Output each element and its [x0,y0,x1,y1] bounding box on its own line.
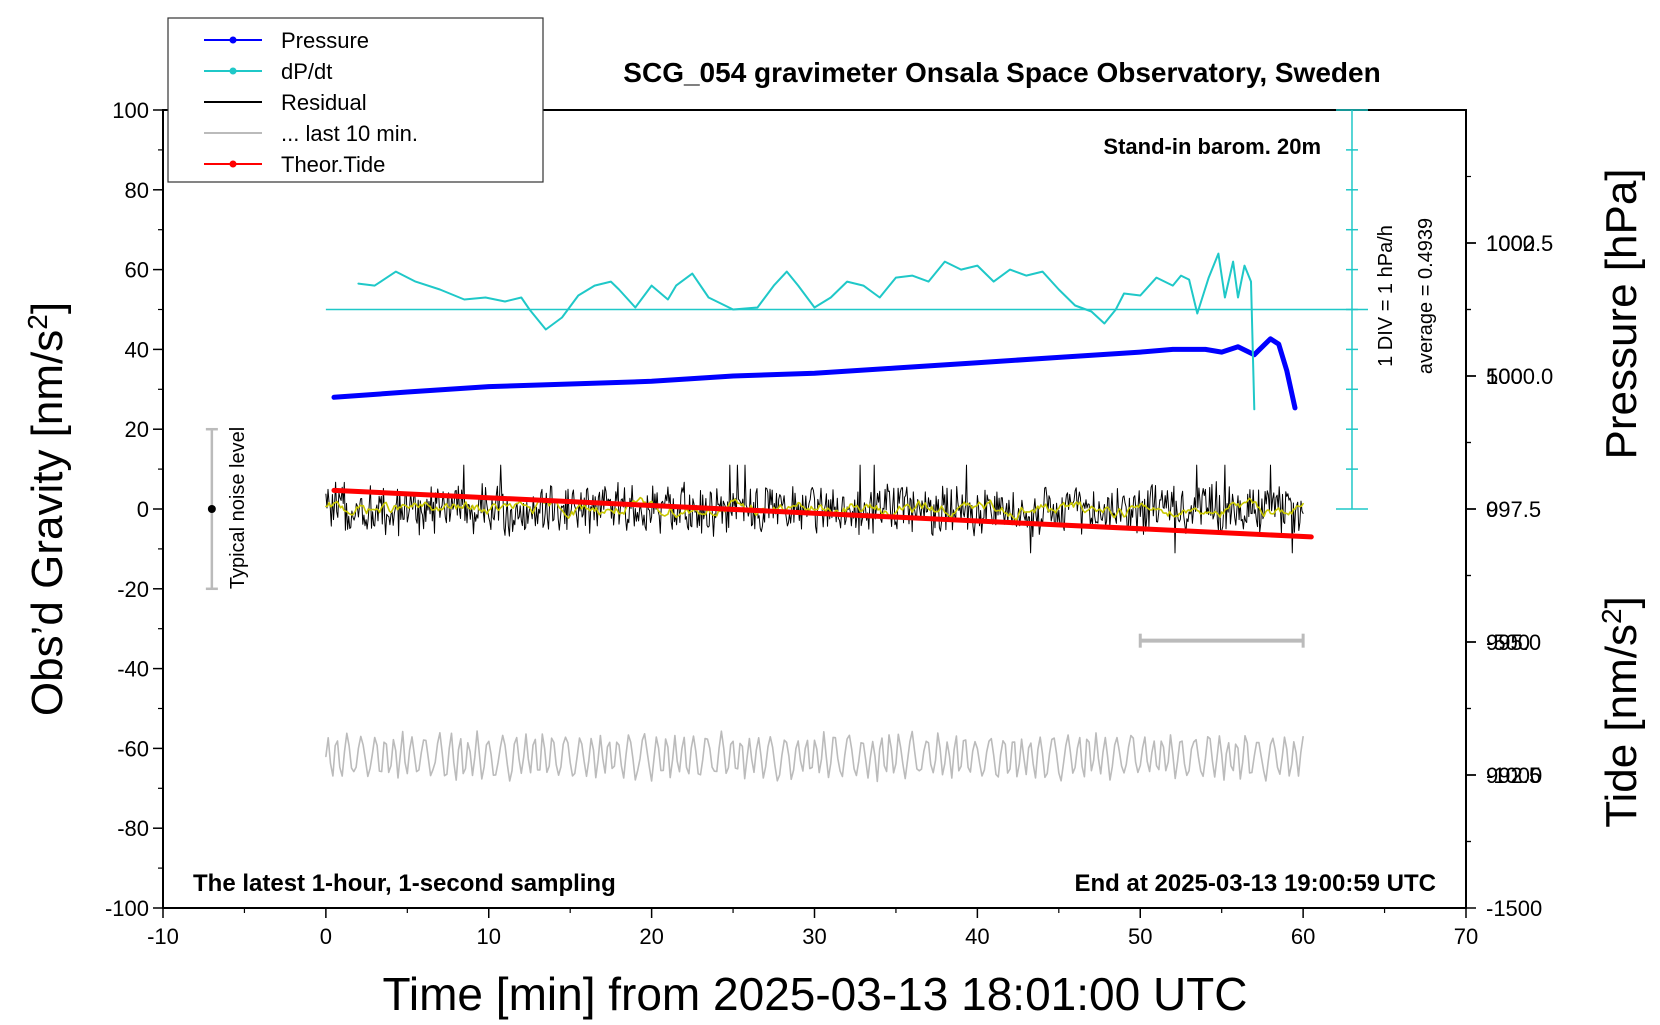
legend-label: Pressure [281,28,369,53]
annotation-layer [205,109,1368,648]
y-pressure-tick-label: 997.5 [1486,497,1541,522]
x-tick-label: -10 [147,924,179,949]
pressure-line [331,336,1298,411]
dpdt-line [357,252,1256,411]
legend-marker [229,67,237,75]
y-left-tick-label: -100 [105,896,149,921]
y-pressure-tick-label: 1000.0 [1486,364,1553,389]
y-left-tick-label: 40 [125,337,149,362]
chart-title: SCG_054 gravimeter Onsala Space Observat… [623,57,1380,88]
noise-label: Typical noise level [227,427,249,589]
x-tick-label: 60 [1291,924,1315,949]
y-tide-title-base: Tide [nm/s [1597,624,1646,828]
x-tick-label: 70 [1454,924,1478,949]
legend-marker [229,36,237,44]
y-left-tick-label: 60 [125,258,149,283]
y-left-tick-label: -60 [117,736,149,761]
x-tick-label: 30 [802,924,826,949]
legend-box [167,17,544,183]
legend-marker [229,160,237,168]
y-pressure-tick-label: 995.0 [1486,630,1541,655]
noise-bar-center [207,505,216,513]
y-left-tick-label: -20 [117,577,149,602]
y-tide-axis-title: Tide [nm/s2] [1596,596,1647,828]
residual-smoothed-line [325,496,1304,521]
legend-label: Theor.Tide [281,152,385,177]
y-pressure-axis-title: Pressure [hPa] [1597,168,1646,459]
y-left-title-tail: ] [23,302,72,314]
average-label: average = 0.4939 [1415,218,1437,374]
y-pressure-tick-label: 992.5 [1486,763,1541,788]
x-tick-label: 10 [477,924,501,949]
y-left-title-sup: 2 [22,314,53,330]
bottom-right-note: End at 2025-03-13 19:00:59 UTC [1075,870,1437,897]
y-tide-title-sup: 2 [1596,608,1627,624]
legend-label: dP/dt [281,59,332,84]
legend-label: Residual [281,90,367,115]
y-left-tick-label: 80 [125,178,149,203]
y-tide-tick-label: -500 [1486,630,1530,655]
y-tide-tick-label: 0 [1486,497,1498,522]
y-tide-tick-label: -1500 [1486,896,1542,921]
y-left-axis-title: Obs’d Gravity [nm/s2] [22,302,73,716]
last-10min-line [325,730,1304,783]
legend-label: ... last 10 min. [281,121,418,146]
stand-in-label: Stand-in barom. 20m [1103,134,1321,159]
y-tide-tick-label: -1000 [1486,763,1542,788]
y-tide-tick-label: 1000 [1486,231,1535,256]
y-pressure-tick-label: 1002.5 [1486,231,1553,256]
y-left-tick-label: 20 [125,417,149,442]
y-tide-tick-label: 500 [1486,364,1523,389]
x-tick-label: 40 [965,924,989,949]
x-tick-label: 50 [1128,924,1152,949]
div-label: 1 DIV = 1 hPa/h [1375,225,1397,367]
residual-line [325,464,1304,554]
y-left-tick-label: -80 [117,816,149,841]
x-axis-title: Time [min] from 2025-03-13 18:01:00 UTC [383,968,1248,1020]
x-tick-label: 20 [639,924,663,949]
series-layer [325,252,1314,783]
y-left-tick-label: -40 [117,657,149,682]
x-tick-label: 0 [320,924,332,949]
bottom-left-note: The latest 1-hour, 1-second sampling [193,870,616,897]
y-left-title-base: Obs’d Gravity [nm/s [23,330,72,716]
ticks-layer: -10 0 10 20 30 40 50 60 70100806040200-20-40-60-… [105,98,1553,949]
y-tide-title-tail: ] [1597,596,1646,608]
y-left-tick-label: 100 [112,98,149,123]
legend: Pressure dP/dt Residual ... last 10 min. The… [167,17,544,183]
tide-line [331,487,1314,540]
y-left-tick-label: 0 [137,497,149,522]
